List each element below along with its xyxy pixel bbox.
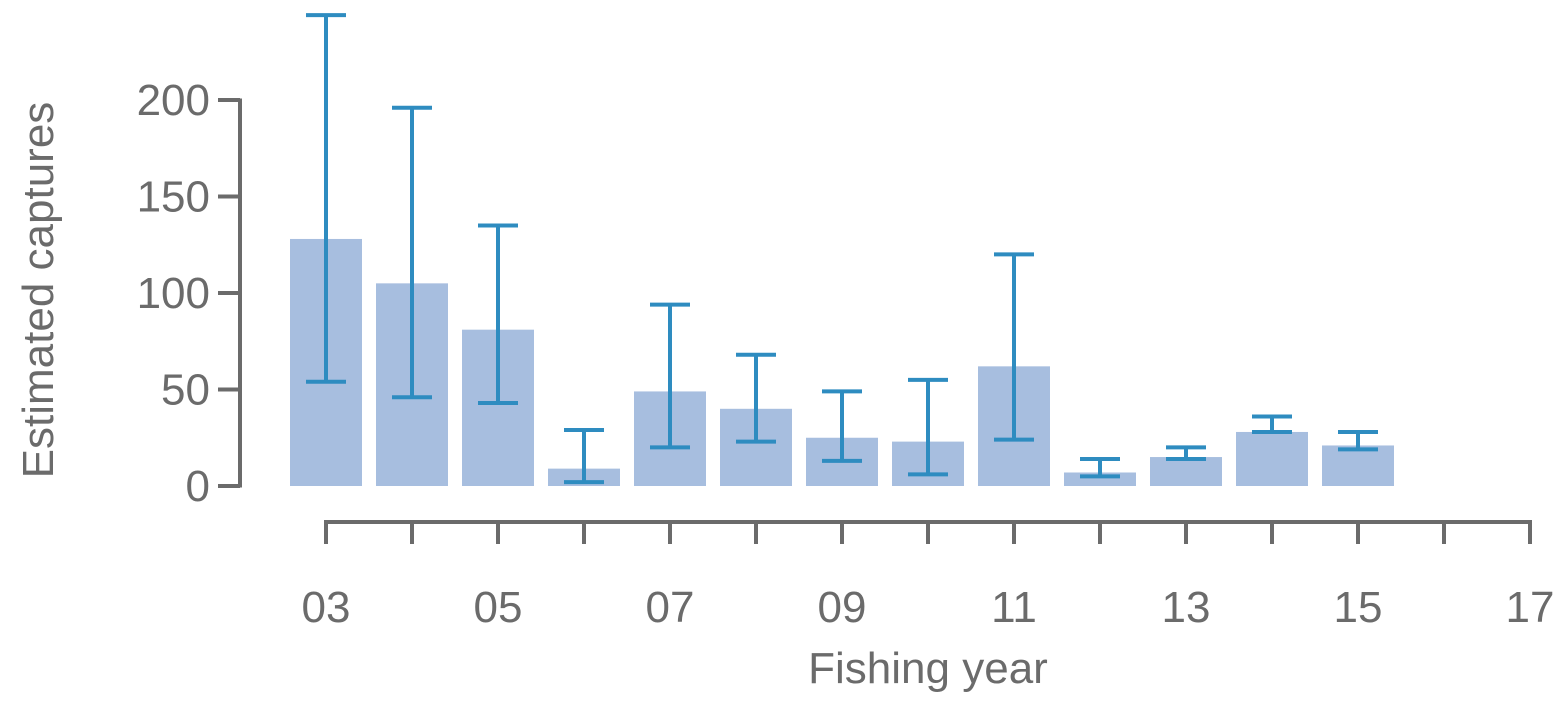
bar [1236, 431, 1308, 486]
y-tick-label: 50 [161, 366, 210, 415]
x-tick-label: 15 [1334, 583, 1383, 632]
y-tick-label: 200 [137, 76, 210, 125]
x-tick-label: 09 [818, 583, 867, 632]
x-tick-label: 13 [1162, 583, 1211, 632]
x-tick-label: 03 [302, 583, 351, 632]
bar [1150, 457, 1222, 486]
y-tick-label: 100 [137, 269, 210, 318]
y-tick-label: 0 [186, 462, 210, 511]
x-tick-label: 11 [991, 583, 1037, 632]
x-tick-label: 17 [1506, 583, 1555, 632]
x-tick-label: 07 [646, 583, 695, 632]
x-axis: 03 05 07 09 11 13 15 17 [302, 520, 1555, 632]
error-bars [306, 13, 1378, 485]
y-tick-label: 150 [137, 173, 210, 222]
x-tick-label: 05 [474, 583, 523, 632]
y-axis-title: Estimated captures [14, 102, 63, 479]
bar [1322, 445, 1394, 486]
x-axis-title: Fishing year [808, 644, 1048, 693]
y-axis: 0 50 100 150 200 [137, 76, 242, 511]
